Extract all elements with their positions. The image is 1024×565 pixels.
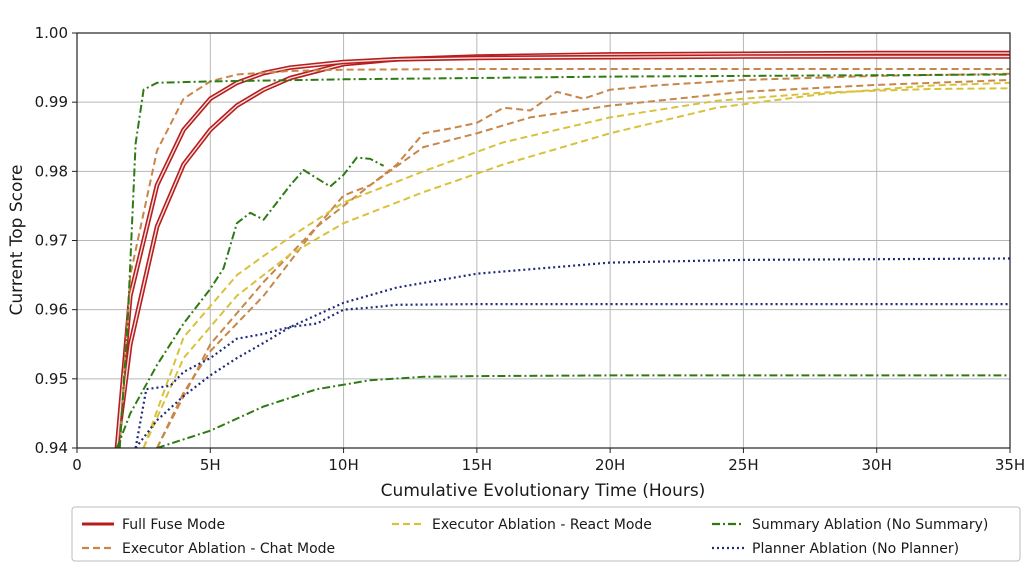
legend-item-summary-ablation-no-summary: Summary Ablation (No Summary) (712, 517, 988, 533)
y-tick-label: 0.98 (35, 162, 68, 180)
y-axis-label: Current Top Score (7, 165, 27, 316)
y-tick-label: 0.96 (35, 301, 68, 319)
x-tick-label: 15H (462, 456, 492, 474)
legend-frame (71, 506, 1021, 562)
series-line-summary-ablation-no-summary (116, 156, 385, 448)
x-tick-label: 35H (995, 456, 1024, 474)
series-group (114, 50, 1010, 448)
series-line-full-fuse-mode-inner (116, 52, 1010, 448)
y-tick-label: 0.95 (35, 370, 68, 388)
y-axis: 0.94 0.95 0.96 0.97 0.98 0.99 1.00 (35, 24, 77, 457)
x-tick-label: 30H (862, 456, 892, 474)
legend-label: Full Fuse Mode (122, 517, 225, 533)
series-line-full-fuse-mode-inner (116, 55, 1010, 448)
x-axis-label: Cumulative Evolutionary Time (Hours) (381, 481, 706, 501)
legend-label: Summary Ablation (No Summary) (752, 517, 988, 533)
series-line-summary-ablation-no-summary (118, 73, 1010, 448)
series-line-planner-ablation-no-planner (134, 257, 1010, 448)
x-tick-label: 20H (595, 456, 625, 474)
y-tick-label: 0.99 (35, 93, 68, 111)
legend-label: Planner Ablation (No Planner) (752, 541, 959, 557)
legend-label: Executor Ablation - React Mode (432, 517, 652, 533)
series-line-executor-ablation-chat-mode (156, 72, 1010, 448)
legend-label: Executor Ablation - Chat Mode (122, 541, 335, 557)
series-line-executor-ablation-react-mode (142, 87, 1010, 448)
series-line-summary-ablation-no-summary (156, 374, 1010, 448)
legend-item-executor-ablation-chat-mode: Executor Ablation - Chat Mode (82, 541, 335, 557)
y-tick-label: 1.00 (35, 24, 68, 42)
legend-item-planner-ablation-no-planner: Planner Ablation (No Planner) (712, 541, 959, 557)
x-axis: 0 5H 10H 15H 20H 25H 30H 35H (72, 448, 1024, 474)
x-tick-label: 0 (72, 456, 82, 474)
y-tick-label: 0.97 (35, 232, 68, 250)
x-tick-label: 5H (200, 456, 221, 474)
legend-item-executor-ablation-react-mode: Executor Ablation - React Mode (392, 517, 652, 533)
series-line-planner-ablation-no-planner (134, 303, 1010, 448)
x-tick-label: 10H (328, 456, 358, 474)
legend-item-full-fuse-mode: Full Fuse Mode (82, 517, 225, 533)
y-tick-label: 0.94 (35, 439, 68, 457)
series-line-executor-ablation-chat-mode (118, 68, 1010, 448)
x-tick-label: 25H (728, 456, 758, 474)
legend: Full Fuse Mode Executor Ablation - Chat M… (71, 506, 1021, 562)
